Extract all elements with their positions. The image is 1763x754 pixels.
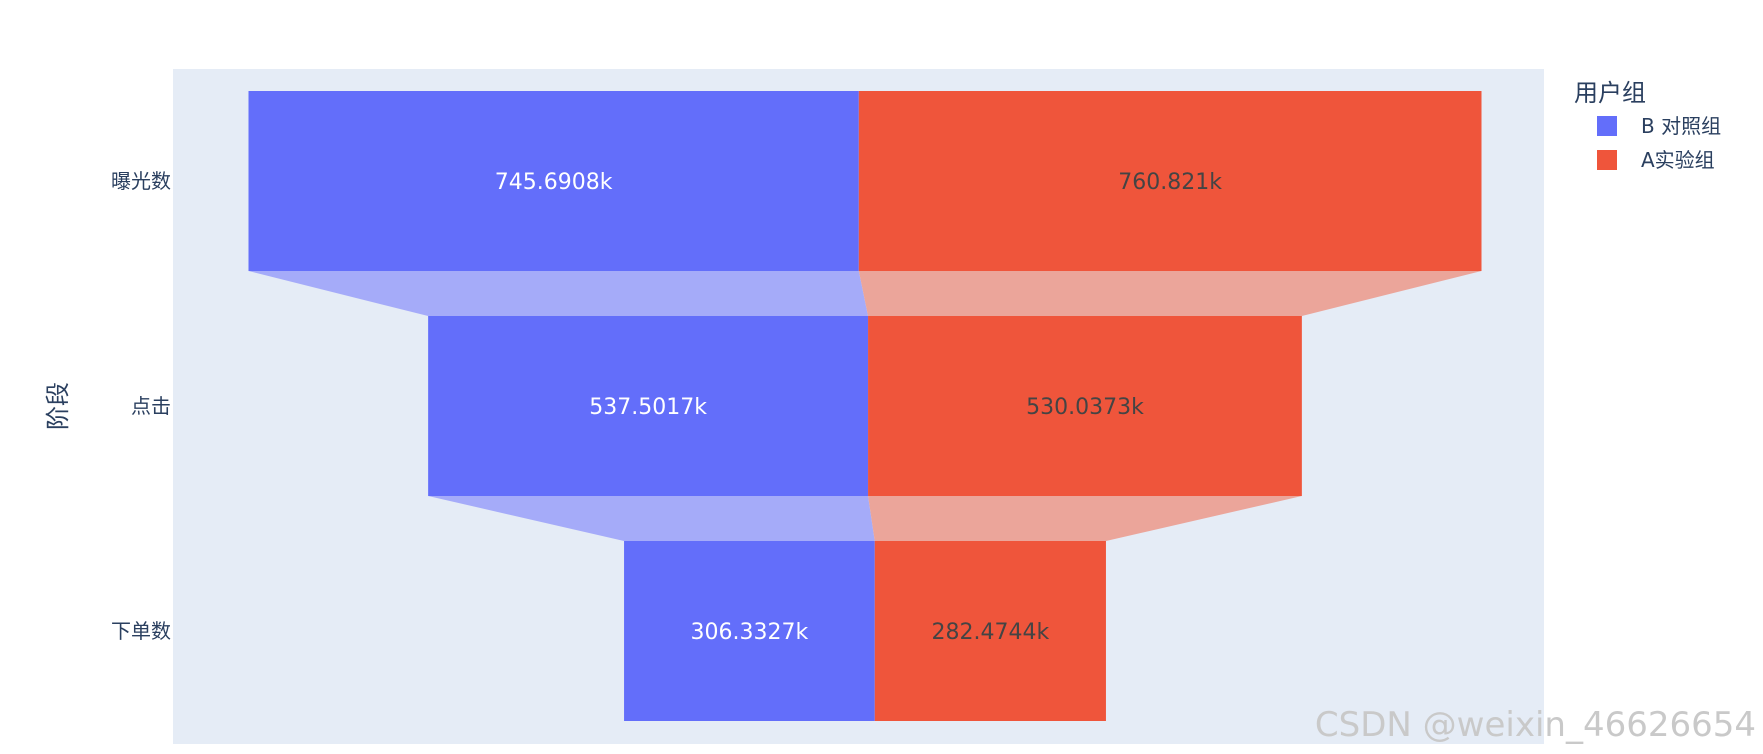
- funnel-bar-A实验组[interactable]: [874, 541, 1106, 721]
- legend-title: 用户组: [1574, 79, 1646, 107]
- y-tick-label: 下单数: [111, 619, 171, 643]
- funnel-connector-B 对照组: [428, 496, 875, 541]
- funnel-bar-labels: 745.6908k 760.821k 537.5017k 530.0373k 306.3…: [495, 170, 1222, 645]
- funnel-connector-A实验组: [868, 496, 1302, 541]
- funnel-connectors: [248, 271, 1482, 541]
- legend-label[interactable]: A实验组: [1641, 148, 1715, 172]
- legend-swatch[interactable]: [1597, 116, 1617, 136]
- funnel-bars: [248, 91, 1482, 721]
- funnel-bar-B 对照组[interactable]: [248, 91, 859, 271]
- funnel-bar-A实验组[interactable]: [858, 91, 1482, 271]
- legend[interactable]: 用户组 B 对照组 A实验组: [1574, 79, 1721, 172]
- y-axis-title: 阶段: [44, 382, 72, 430]
- funnel-bar-B 对照组[interactable]: [624, 541, 875, 721]
- bar-value-label: 282.4744k: [931, 620, 1049, 645]
- funnel-connector-A实验组: [858, 271, 1482, 316]
- y-tick-label: 点击: [131, 394, 171, 418]
- bar-value-label: 760.821k: [1118, 170, 1222, 195]
- bar-value-label: 537.5017k: [589, 395, 707, 420]
- funnel-bar-B 对照组[interactable]: [428, 316, 869, 496]
- watermark: CSDN @weixin_46626654: [1315, 705, 1756, 745]
- bar-value-label: 530.0373k: [1026, 395, 1144, 420]
- bar-value-label: 306.3327k: [691, 620, 809, 645]
- bar-value-label: 745.6908k: [495, 170, 613, 195]
- legend-label[interactable]: B 对照组: [1641, 114, 1721, 138]
- funnel-bar-A实验组[interactable]: [868, 316, 1302, 496]
- y-tick-label: 曝光数: [111, 169, 171, 193]
- funnel-connector-B 对照组: [248, 271, 869, 316]
- legend-swatch[interactable]: [1597, 150, 1617, 170]
